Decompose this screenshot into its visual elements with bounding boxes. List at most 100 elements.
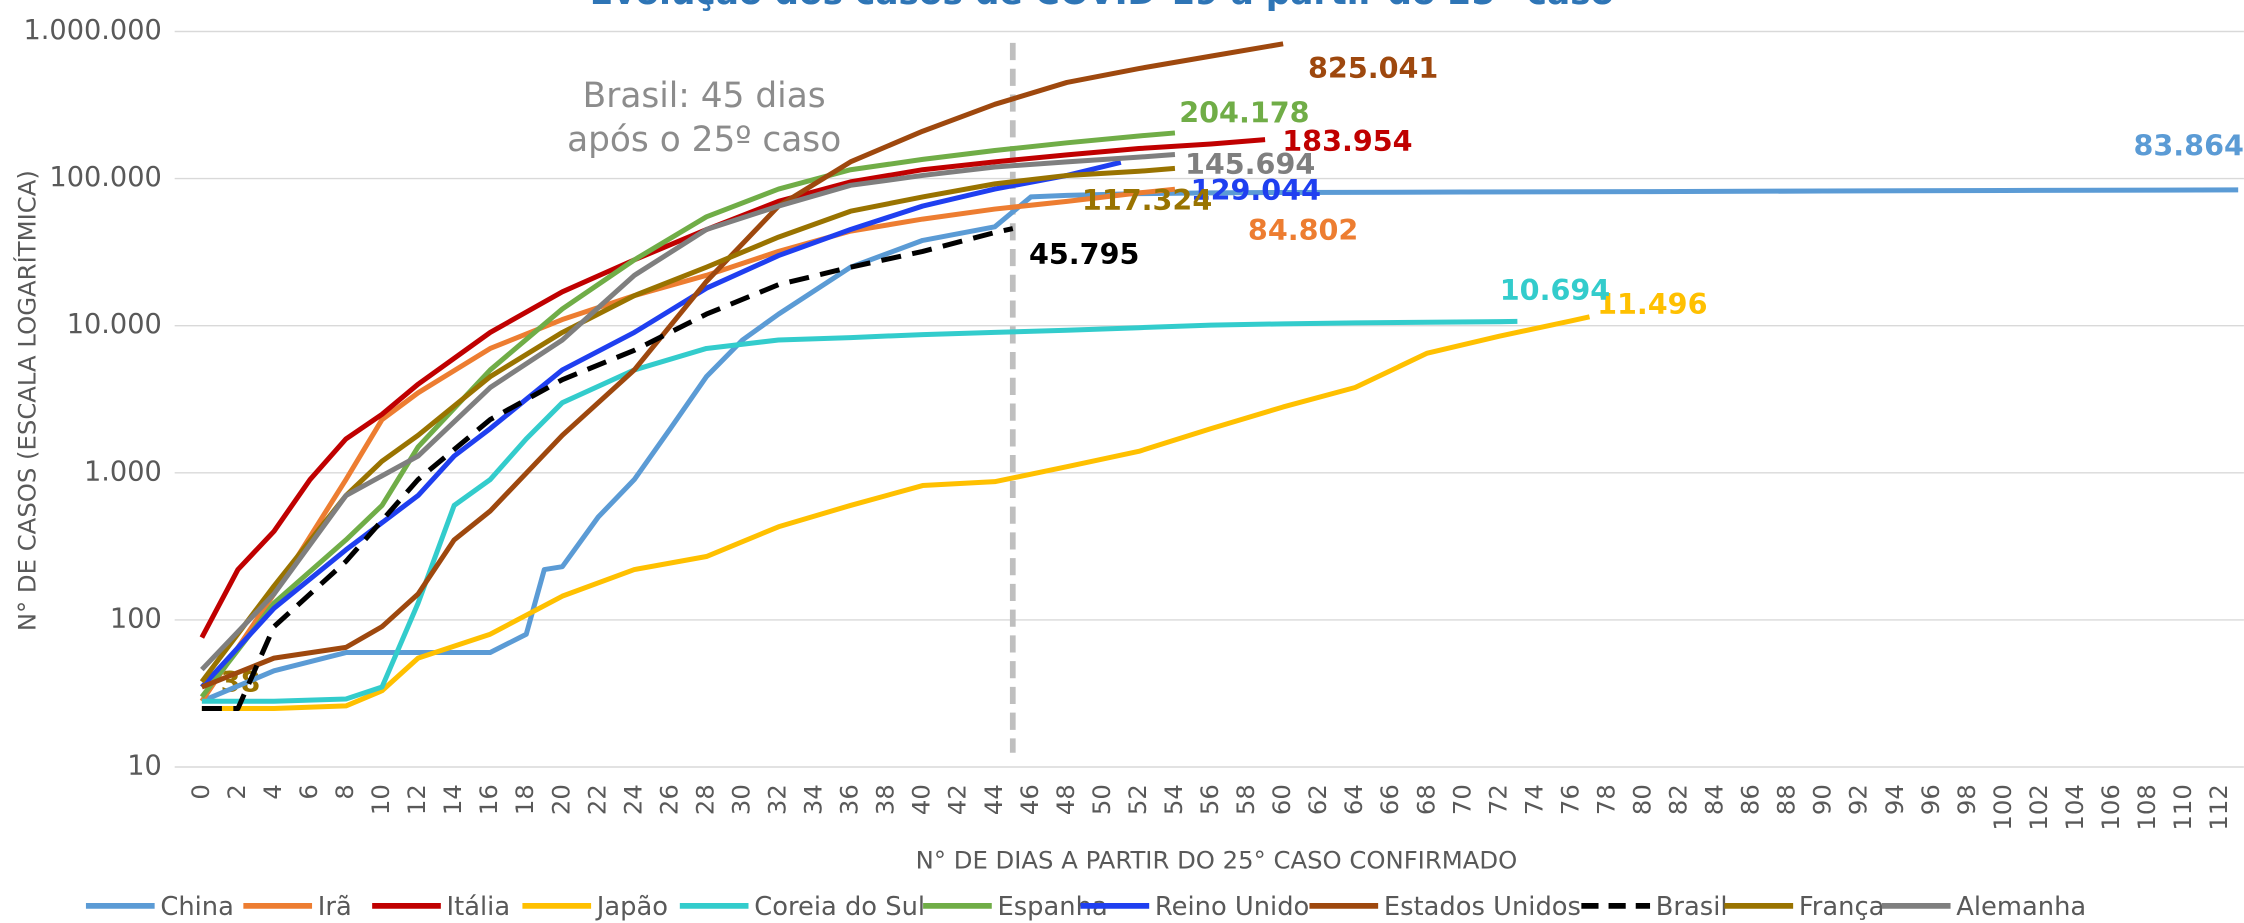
- x-tick-label: 52: [1123, 784, 1152, 815]
- x-tick-label: 16: [474, 784, 503, 815]
- series-line: [201, 314, 1591, 711]
- data-label: 825.041: [1308, 51, 1438, 85]
- series-line: [200, 187, 2239, 704]
- legend-label: China: [160, 892, 234, 922]
- legend-label: Brasil: [1656, 892, 1728, 922]
- series-line: [200, 152, 1176, 672]
- data-label: 83.864: [2134, 128, 2244, 162]
- y-tick-label: 10: [127, 751, 162, 782]
- x-tick-label: 84: [1700, 784, 1729, 815]
- x-tick-label: 102: [2024, 784, 2053, 830]
- x-tick-label: 30: [726, 784, 755, 815]
- y-axis-label: N° DE CASOS (ESCALA LOGARÍTMICA): [13, 170, 42, 631]
- x-tick-label: 94: [1880, 784, 1909, 815]
- x-tick-label: 106: [2096, 784, 2125, 830]
- x-tick-label: 80: [1628, 784, 1657, 815]
- legend-label: França: [1799, 892, 1885, 922]
- x-tick-label: 108: [2132, 784, 2161, 830]
- legend-item: Brasil: [1581, 892, 1728, 922]
- x-tick-label: 56: [1195, 784, 1224, 815]
- data-label: 10.694: [1500, 273, 1610, 307]
- x-tick-label: 20: [546, 784, 575, 815]
- x-tick-label: 72: [1483, 784, 1512, 815]
- series-line: [200, 41, 1284, 690]
- x-tick-label: 96: [1916, 784, 1945, 815]
- x-tick-label: 12: [402, 784, 431, 815]
- x-tick-label: 34: [799, 784, 828, 815]
- data-label: 117.324: [1082, 183, 1212, 217]
- chart-title: Evolução dos casos de COVID-19 a partir …: [590, 0, 1614, 13]
- x-tick-label: 44: [979, 784, 1008, 815]
- x-tick-label: 78: [1591, 784, 1620, 815]
- legend-item: Alemanha: [1881, 892, 2086, 922]
- x-tick-label: 40: [907, 784, 936, 815]
- legend-item: França: [1724, 892, 1884, 922]
- annotation: após o 25º caso: [567, 120, 841, 160]
- x-tick-label: 32: [763, 784, 792, 815]
- x-tick-label: 4: [258, 784, 287, 799]
- legend-item: Japão: [522, 892, 668, 922]
- legend-item: China: [85, 892, 234, 922]
- series-line: [199, 186, 1176, 703]
- x-tick-label: 0: [186, 784, 215, 799]
- data-label: 204.178: [1179, 95, 1309, 129]
- x-axis-label: N° DE DIAS A PARTIR DO 25° CASO CONFIRMA…: [916, 845, 1518, 874]
- series-line: [201, 226, 1014, 711]
- x-tick-label: 62: [1303, 784, 1332, 815]
- x-tick-label: 6: [294, 784, 323, 799]
- x-tick-label: 38: [871, 784, 900, 815]
- x-tick-label: 48: [1051, 784, 1080, 815]
- x-tick-label: 76: [1555, 784, 1584, 815]
- legend-label: Irã: [318, 892, 352, 922]
- x-tick-label: 14: [438, 784, 467, 815]
- x-tick-label: 46: [1015, 784, 1044, 815]
- x-tick-label: 68: [1411, 784, 1440, 815]
- data-label: 84.802: [1248, 213, 1358, 247]
- x-tick-label: 8: [330, 784, 359, 799]
- legend-item: Coreia do Sul: [679, 892, 925, 922]
- legend-label: Reino Unido: [1155, 892, 1309, 922]
- data-label: 129.044: [1191, 173, 1321, 207]
- x-tick-label: 88: [1772, 784, 1801, 815]
- y-tick-label: 1.000.000: [23, 15, 161, 46]
- legend-item: Reino Unido: [1080, 892, 1309, 922]
- x-tick-label: 24: [618, 784, 647, 815]
- y-tick-label: 100.000: [49, 162, 161, 193]
- x-tick-label: 86: [1736, 784, 1765, 815]
- x-tick-label: 66: [1375, 784, 1404, 815]
- x-tick-label: 42: [943, 784, 972, 815]
- x-tick-label: 92: [1844, 784, 1873, 815]
- data-label: 11.496: [1597, 287, 1707, 321]
- x-tick-label: 70: [1447, 784, 1476, 815]
- x-tick-label: 60: [1267, 784, 1296, 815]
- legend-label: Alemanha: [1956, 892, 2086, 922]
- x-tick-label: 2: [222, 784, 251, 799]
- legend-item: Itália: [372, 892, 510, 922]
- x-tick-label: 74: [1519, 784, 1548, 815]
- legend-item: Irã: [243, 892, 352, 922]
- legend-label: Itália: [447, 892, 511, 922]
- x-tick-label: 22: [582, 784, 611, 815]
- x-tick-label: 64: [1339, 784, 1368, 815]
- x-tick-label: 110: [2168, 784, 2197, 830]
- x-tick-label: 28: [690, 784, 719, 815]
- legend-label: Coreia do Sul: [754, 892, 925, 922]
- x-tick-label: 100: [1988, 784, 2017, 830]
- x-tick-label: 10: [366, 784, 395, 815]
- x-tick-label: 104: [2060, 784, 2089, 830]
- legend-item: Espanha: [923, 892, 1108, 922]
- x-tick-label: 18: [510, 784, 539, 815]
- y-tick-label: 100: [110, 603, 162, 634]
- x-tick-label: 58: [1231, 784, 1260, 815]
- x-tick-label: 112: [2204, 784, 2233, 830]
- x-tick-label: 90: [1808, 784, 1837, 815]
- x-tick-label: 54: [1159, 784, 1188, 815]
- data-label: 183.954: [1282, 124, 1412, 158]
- data-label: 145.694: [1185, 147, 1315, 181]
- series-line: [201, 318, 1518, 704]
- legend-label: Estados Unidos: [1384, 892, 1581, 922]
- data-label: 45.795: [1029, 237, 1139, 271]
- x-tick-label: 98: [1952, 784, 1981, 815]
